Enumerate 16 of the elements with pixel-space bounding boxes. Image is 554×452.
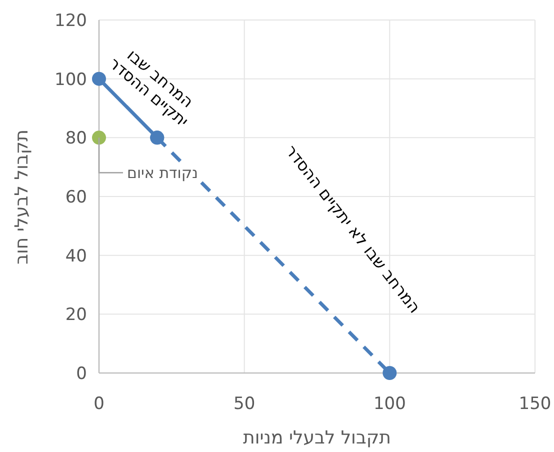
y-tick-label: 40 bbox=[65, 246, 87, 266]
x-axis-title: תקבול לבעלי מניות bbox=[243, 428, 391, 448]
annotation: המרחב שבו יתקיים ההסדר bbox=[104, 44, 198, 134]
annotation: נקודת איום bbox=[125, 164, 200, 182]
x-tick-label: 100 bbox=[373, 394, 406, 414]
annotation: המרחב שבו לא יתקיים ההסדר bbox=[282, 142, 425, 317]
y-tick-label: 20 bbox=[65, 305, 87, 326]
y-tick-label: 80 bbox=[65, 128, 87, 149]
x-tick-label: 0 bbox=[94, 394, 104, 414]
y-tick-label: 100 bbox=[54, 70, 87, 90]
y-tick-label: 0 bbox=[76, 364, 87, 384]
y-axis-title: תקבול לבעלי חוב bbox=[12, 129, 32, 264]
y-tick-label: 120 bbox=[54, 11, 87, 31]
x-tick-label: 50 bbox=[234, 394, 256, 414]
y-tick-label: 60 bbox=[65, 188, 87, 208]
x-tick-label: 150 bbox=[518, 394, 552, 414]
